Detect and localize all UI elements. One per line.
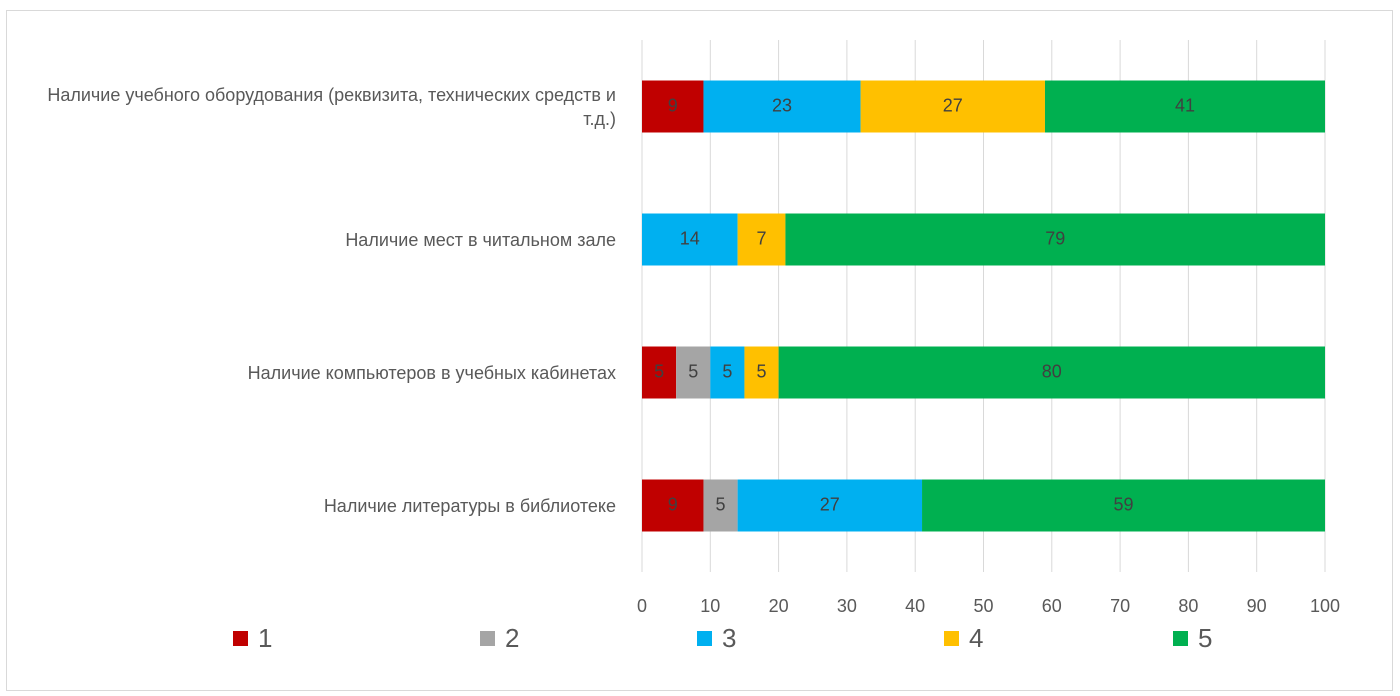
data-label: 27 bbox=[943, 95, 963, 115]
data-label: 9 bbox=[668, 95, 678, 115]
x-tick-label: 50 bbox=[973, 596, 993, 616]
bar-segment bbox=[710, 346, 745, 399]
bar-segment bbox=[778, 346, 1325, 399]
x-tick-label: 80 bbox=[1178, 596, 1198, 616]
legend-label: 2 bbox=[505, 623, 519, 653]
bar-segment bbox=[737, 213, 786, 266]
data-label: 23 bbox=[772, 95, 792, 115]
bar-segment bbox=[642, 346, 677, 399]
data-label: 5 bbox=[722, 361, 732, 381]
legend-swatch bbox=[480, 631, 495, 646]
bar-segment bbox=[642, 479, 704, 532]
bar-segment bbox=[1044, 80, 1325, 133]
bar-segment bbox=[922, 479, 1325, 532]
legend-swatch bbox=[697, 631, 712, 646]
chart-border bbox=[6, 10, 1393, 691]
data-label: 27 bbox=[820, 494, 840, 514]
x-tick-label: 90 bbox=[1247, 596, 1267, 616]
bar-segment bbox=[744, 346, 779, 399]
category-label: Наличие учебного оборудования (реквизита… bbox=[47, 84, 616, 129]
bar-segment bbox=[737, 479, 923, 532]
legend-label: 4 bbox=[969, 623, 983, 653]
data-label: 59 bbox=[1113, 494, 1133, 514]
x-tick-label: 0 bbox=[637, 596, 647, 616]
x-tick-label: 10 bbox=[700, 596, 720, 616]
legend-swatch bbox=[1173, 631, 1188, 646]
x-tick-label: 30 bbox=[837, 596, 857, 616]
x-tick-label: 100 bbox=[1310, 596, 1340, 616]
data-label: 80 bbox=[1042, 361, 1062, 381]
data-label: 7 bbox=[757, 228, 767, 248]
legend-label: 3 bbox=[722, 623, 736, 653]
bar-segment bbox=[642, 213, 738, 266]
x-tick-label: 40 bbox=[905, 596, 925, 616]
data-label: 5 bbox=[757, 361, 767, 381]
data-label: 5 bbox=[654, 361, 664, 381]
data-label: 14 bbox=[680, 228, 700, 248]
category-label: Наличие литературы в библиотеке bbox=[323, 495, 616, 516]
data-label: 79 bbox=[1045, 228, 1065, 248]
bar-segment bbox=[703, 479, 738, 532]
legend-label: 1 bbox=[258, 623, 272, 653]
data-label: 5 bbox=[716, 494, 726, 514]
data-label: 9 bbox=[668, 494, 678, 514]
x-tick-label: 70 bbox=[1110, 596, 1130, 616]
category-label: Наличие компьютеров в учебных кабинетах bbox=[247, 362, 616, 383]
legend-label: 5 bbox=[1198, 623, 1212, 653]
bar-segment bbox=[703, 80, 861, 133]
category-label: Наличие мест в читальном зале bbox=[345, 229, 616, 250]
data-label: 5 bbox=[688, 361, 698, 381]
bar-segment bbox=[676, 346, 711, 399]
bar-segment bbox=[642, 80, 704, 133]
x-tick-label: 20 bbox=[769, 596, 789, 616]
legend-swatch bbox=[944, 631, 959, 646]
bar-segment bbox=[860, 80, 1045, 133]
legend-swatch bbox=[233, 631, 248, 646]
data-label: 41 bbox=[1175, 95, 1195, 115]
x-tick-label: 60 bbox=[1042, 596, 1062, 616]
bar-segment bbox=[785, 213, 1325, 266]
